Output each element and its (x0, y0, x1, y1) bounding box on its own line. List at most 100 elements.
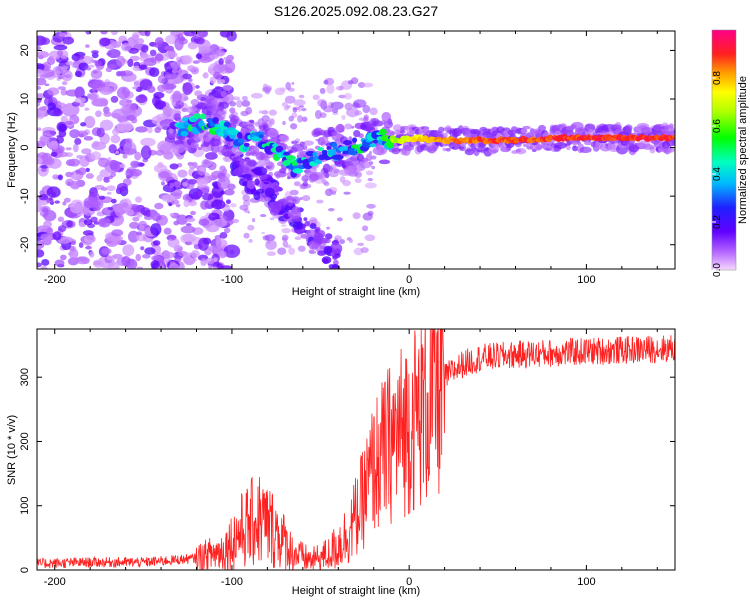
spectrogram-cell (60, 88, 67, 96)
spectrogram-cell (319, 87, 326, 95)
spectrogram-cell (200, 96, 207, 102)
spectrogram-cell (284, 95, 296, 104)
spectrogram-cell (200, 200, 209, 210)
spectrogram-cell (261, 232, 266, 235)
spectrogram-cell (262, 86, 272, 93)
spectrogram-cell (217, 110, 227, 116)
spectrogram-cell (186, 106, 195, 113)
spectrogram-cell (303, 217, 308, 222)
spectrogram-cell (231, 96, 241, 101)
spectrogram-cell (272, 143, 279, 148)
spectrogram-cell (313, 232, 324, 244)
spectrogram-cell (434, 141, 442, 145)
spectrogram-cell (78, 167, 87, 176)
spectrogram-cell (146, 85, 156, 93)
spectrogram-cell (169, 182, 175, 189)
spectrogram-cell (37, 140, 46, 148)
spectrogram-cell (170, 61, 181, 69)
spectrogram-cell (196, 37, 205, 45)
spectrogram-cell (150, 260, 160, 269)
spectrogram-cell (200, 258, 207, 266)
spectrogram-cell (83, 218, 93, 226)
spectrogram-cell (367, 210, 374, 216)
spectrogram-cell (326, 146, 332, 151)
spectrogram-cell (122, 153, 128, 159)
spectrogram-cell (291, 82, 295, 85)
spectrogram-cell (242, 145, 249, 151)
spectrogram-cell (108, 144, 117, 154)
spectrogram-cell (109, 160, 119, 170)
spectrogram-cell (217, 115, 224, 121)
spectrogram-cell (46, 227, 54, 235)
spectrogram-cell (230, 115, 240, 123)
spectrogram-cell (329, 242, 343, 255)
spectrogram-cell (250, 189, 259, 195)
snr-x-axis-label: Height of straight line (km) (292, 585, 420, 597)
spectrogram-cell (299, 141, 305, 147)
spectrogram-cell (169, 212, 175, 217)
spectrogram-y-tick-label: 0 (19, 145, 31, 151)
spectrogram-cell (288, 247, 296, 256)
spectrogram-cell (349, 155, 359, 162)
spectrogram-cell (256, 188, 265, 194)
colorbar-tick-label: 0.4 (712, 167, 723, 181)
snr-y-tick-label: 200 (19, 432, 31, 450)
figure-title: S126.2025.092.08.23.G27 (274, 3, 438, 19)
spectrogram-cell (297, 245, 306, 252)
spectrogram-cell (332, 254, 338, 260)
spectrogram-cell (135, 126, 148, 133)
spectrogram-cell (185, 223, 192, 227)
spectrogram-cell (371, 165, 376, 170)
spectrogram-cell (74, 70, 82, 78)
spectrogram-cell (327, 149, 336, 156)
spectrogram-cell (185, 217, 196, 222)
snr-y-tick-label: 0 (19, 567, 31, 573)
spectrogram-cell (39, 74, 46, 81)
spectrogram-cell (319, 136, 329, 142)
spectrogram-cell (126, 114, 136, 121)
spectrogram-cell (58, 123, 67, 132)
spectrogram-cell (138, 224, 145, 232)
spectrogram-cell (111, 229, 124, 237)
spectrogram-cell (170, 236, 176, 241)
spectrogram-cell (76, 154, 84, 159)
spectrogram-cell (177, 169, 188, 178)
spectrogram-cell (177, 247, 183, 253)
spectrogram-cell (76, 55, 85, 60)
spectrogram-cell (141, 52, 149, 59)
spectrogram-cell (144, 247, 156, 255)
spectrogram-cell (136, 231, 143, 236)
spectrogram-cell (207, 245, 221, 252)
spectrogram-x-tick-label: 0 (406, 274, 412, 286)
spectrogram-cell (291, 198, 297, 203)
spectrogram-cell (105, 236, 122, 246)
spectrogram-cell (326, 226, 330, 230)
spectrogram-cell (379, 128, 387, 136)
spectrogram-cell (262, 235, 270, 241)
spectrogram-cell (158, 171, 170, 179)
spectrogram-cell (215, 238, 222, 242)
spectrogram-cell (217, 175, 231, 190)
spectrogram-cell (323, 245, 333, 255)
spectrogram-frame (36, 30, 676, 270)
spectrogram-cell (190, 99, 200, 106)
spectrogram-cell (314, 109, 322, 120)
spectrogram-cell (301, 116, 308, 122)
spectrogram-cell (142, 253, 151, 259)
spectrogram-cell (174, 256, 182, 262)
snr-frame (36, 328, 676, 571)
snr-x-tick-label: 0 (406, 576, 412, 588)
spectrogram-cell (264, 197, 272, 202)
spectrogram-cell (520, 128, 528, 133)
spectrogram-cell (216, 263, 223, 269)
spectrogram-cell (198, 190, 203, 198)
spectrogram-cell (236, 99, 243, 108)
spectrogram-cell (198, 46, 212, 54)
spectrogram-cell (70, 174, 78, 180)
spectrogram-cell (93, 260, 101, 266)
spectrogram-cell (588, 129, 594, 133)
spectrogram-cell (332, 142, 338, 150)
spectrogram-cell (371, 155, 377, 160)
spectrogram-cell (267, 128, 279, 138)
